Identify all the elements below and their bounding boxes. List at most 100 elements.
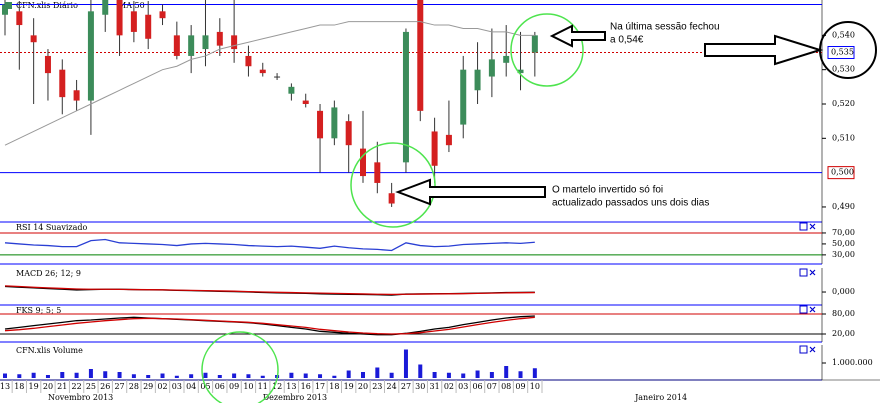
level-label: 0,500 (831, 168, 854, 177)
volume-bar (160, 373, 165, 378)
candle-body (30, 35, 37, 43)
candle-body (2, 4, 8, 15)
indicator-label: MA 50 (118, 1, 145, 10)
volume-bar (232, 373, 237, 378)
close-icon (809, 223, 816, 230)
x-tick-label: 03 (458, 382, 468, 391)
volume-bar (346, 370, 351, 378)
candle-body (288, 86, 295, 94)
volume-bar (60, 372, 65, 378)
candle-body (130, 11, 137, 32)
volume-bar (74, 372, 79, 378)
x-tick-label: 22 (72, 382, 82, 391)
volume-bar (203, 372, 208, 378)
volume-bar (318, 374, 323, 378)
candle-body (188, 35, 195, 56)
x-tick-label: 19 (29, 382, 39, 391)
x-tick-label: 09 (229, 382, 239, 391)
x-tick-label: 26 (100, 382, 110, 391)
candle-body (173, 35, 180, 56)
panel-icon (799, 222, 808, 231)
y-tick-label: 0,490 (832, 202, 855, 211)
x-tick-label: 10 (243, 382, 253, 391)
x-tick-label: 18 (329, 382, 339, 391)
volume-bar (489, 372, 494, 378)
volume-bar (3, 373, 7, 378)
candle-body (360, 148, 366, 177)
volume-bar (289, 372, 294, 378)
x-tick-label: 31 (430, 382, 440, 391)
arrow (704, 34, 824, 66)
month-label: Janeiro 2014 (634, 393, 687, 402)
indicator-line (4, 285, 535, 296)
indicator-line (4, 238, 535, 252)
volume-bar (475, 370, 480, 378)
icon (5, 2, 12, 9)
volume-bar (45, 375, 50, 378)
volume-bar (103, 371, 108, 378)
close-icon (809, 306, 816, 313)
x-tick-label: 28 (129, 382, 139, 391)
candle-body (317, 110, 324, 139)
candle-body (259, 69, 266, 74)
annotation: O martelo invertido só foi (552, 185, 663, 196)
panel-title: FKS 9; 5; 5 (16, 306, 61, 315)
close-icon (809, 346, 816, 353)
candle-body (73, 90, 80, 101)
y-tick-label: 50,00 (832, 239, 855, 248)
x-tick-label: 17 (315, 382, 325, 391)
highlight-circle (350, 142, 436, 228)
volume-bar (189, 374, 194, 378)
x-tick-label: 06 (215, 382, 225, 391)
volume-bar (532, 368, 537, 378)
annotation: Na última sessão fechou (610, 22, 720, 33)
volume-bar (446, 372, 451, 378)
panel-icon (799, 268, 808, 277)
x-tick-label: 12 (272, 382, 282, 391)
candle-body (460, 69, 467, 125)
candle-body (445, 134, 452, 146)
candle-body (531, 35, 538, 53)
x-tick-label: 03 (172, 382, 182, 391)
candle-body (102, 0, 109, 15)
candle-body (474, 69, 481, 91)
indicator-line (4, 315, 535, 336)
x-tick-label: 11 (258, 382, 268, 391)
candle-body (202, 35, 209, 50)
candle-body (517, 69, 524, 74)
volume-bar (246, 374, 251, 378)
candle-body (388, 193, 395, 204)
candle-body (16, 11, 23, 26)
level-label-box (827, 46, 855, 60)
volume-bar (518, 371, 523, 378)
volume-bar (375, 367, 380, 378)
x-tick-label: 20 (358, 382, 368, 391)
y-tick-label: 70,00 (832, 228, 855, 237)
close-icon (809, 269, 816, 276)
candle-body (488, 59, 495, 77)
volume-bar (504, 366, 509, 378)
month-label: Novembro 2013 (48, 393, 113, 402)
annotation: actualizado passados uns dois dias (552, 198, 709, 209)
decorations (5, 2, 877, 403)
y-tick-label: 80,00 (832, 309, 855, 318)
volume-bar (432, 372, 437, 378)
volume-bar (174, 375, 179, 378)
panel-icon (799, 305, 808, 314)
volume-bar (217, 375, 222, 378)
x-tick-label: 21 (57, 382, 67, 391)
x-tick-label: 24 (387, 382, 397, 391)
volume-bar (260, 375, 265, 378)
candle-body (87, 11, 94, 101)
y-tick-label: 20,00 (832, 329, 855, 338)
x-tick-label: 02 (444, 382, 454, 391)
y-tick-label: 0,530 (832, 65, 855, 74)
panel-title: MACD 26; 12; 9 (16, 269, 81, 278)
candle-body (402, 31, 409, 163)
candle-body (116, 0, 123, 36)
candle-body (245, 55, 252, 67)
volume-bar (88, 369, 93, 378)
panel-title: RSI 14 Suavizado (16, 223, 88, 232)
highlight-circle (510, 13, 584, 87)
panel-title: CFN.xlis Volume (16, 346, 83, 355)
